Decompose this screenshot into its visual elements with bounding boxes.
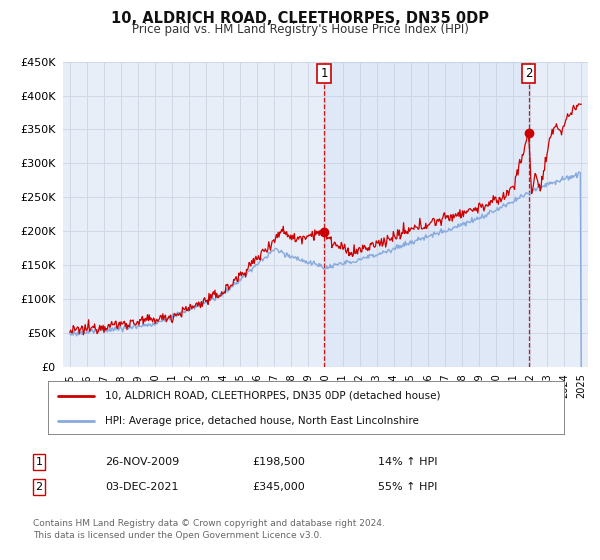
Bar: [324, 62, 529, 367]
Text: 2: 2: [35, 482, 43, 492]
Text: £198,500: £198,500: [252, 457, 305, 467]
Text: 03-DEC-2021: 03-DEC-2021: [105, 482, 179, 492]
Text: 14% ↑ HPI: 14% ↑ HPI: [378, 457, 437, 467]
Text: 55% ↑ HPI: 55% ↑ HPI: [378, 482, 437, 492]
Text: Contains HM Land Registry data © Crown copyright and database right 2024.
This d: Contains HM Land Registry data © Crown c…: [33, 519, 385, 540]
Text: 10, ALDRICH ROAD, CLEETHORPES, DN35 0DP: 10, ALDRICH ROAD, CLEETHORPES, DN35 0DP: [111, 11, 489, 26]
Text: Price paid vs. HM Land Registry's House Price Index (HPI): Price paid vs. HM Land Registry's House …: [131, 23, 469, 36]
Text: £345,000: £345,000: [252, 482, 305, 492]
Text: 26-NOV-2009: 26-NOV-2009: [105, 457, 179, 467]
Text: 1: 1: [35, 457, 43, 467]
Text: 1: 1: [320, 67, 328, 80]
Text: 2: 2: [525, 67, 532, 80]
Text: HPI: Average price, detached house, North East Lincolnshire: HPI: Average price, detached house, Nort…: [105, 416, 419, 426]
Text: 10, ALDRICH ROAD, CLEETHORPES, DN35 0DP (detached house): 10, ALDRICH ROAD, CLEETHORPES, DN35 0DP …: [105, 391, 440, 401]
